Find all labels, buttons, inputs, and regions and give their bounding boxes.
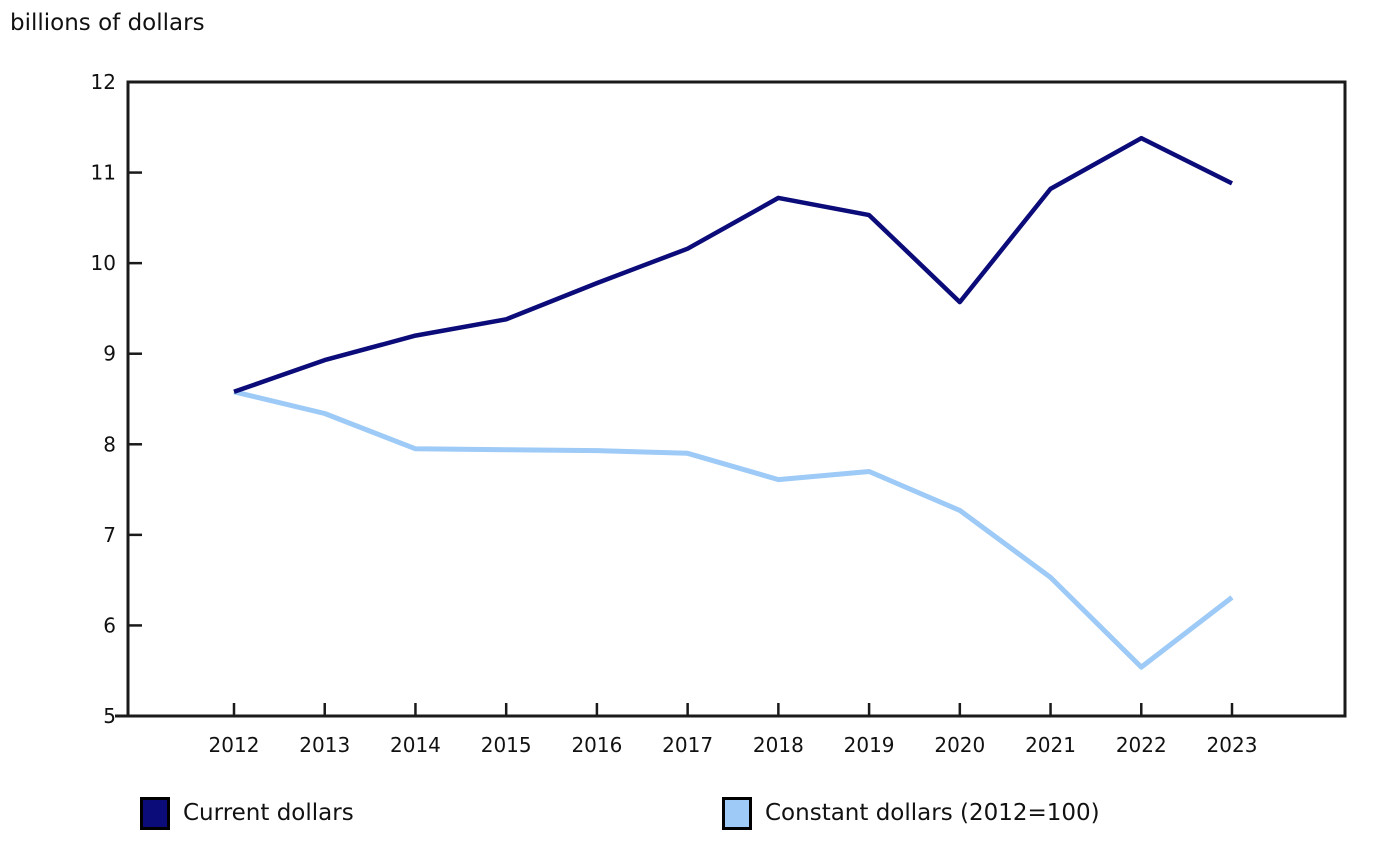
series-line-constant-dollars-2012-100 (233, 389, 1234, 670)
plot-border (126, 80, 1347, 718)
series-line-current-dollars (233, 135, 1234, 394)
y-tick-label: 10 (91, 251, 116, 275)
x-tick-label: 2013 (299, 733, 350, 757)
legend-swatch-constant-dollars-icon (722, 796, 752, 830)
y-tick-label: 8 (103, 432, 116, 456)
legend-label-current-dollars: Current dollars (183, 800, 354, 826)
x-tick-label: 2023 (1207, 733, 1258, 757)
legend-swatch-current-dollars-icon (140, 796, 170, 830)
legend-item-current-dollars: Current dollars (140, 796, 354, 830)
y-tick-label: 11 (91, 161, 116, 185)
x-tick-label: 2012 (209, 733, 260, 757)
x-tick-label: 2021 (1025, 733, 1076, 757)
x-tick-label: 2014 (390, 733, 441, 757)
x-tick-label: 2016 (571, 733, 622, 757)
legend-item-constant-dollars: Constant dollars (2012=100) (722, 796, 1100, 830)
x-tick-label: 2020 (934, 733, 985, 757)
legend-label-constant-dollars: Constant dollars (2012=100) (765, 800, 1100, 826)
x-tick-label: 2019 (844, 733, 895, 757)
y-tick-label: 9 (103, 342, 116, 366)
x-tick-label: 2017 (662, 733, 713, 757)
y-tick-label: 7 (103, 523, 116, 547)
x-tick-label: 2018 (753, 733, 804, 757)
x-tick-label: 2022 (1116, 733, 1167, 757)
y-tick-label: 12 (91, 70, 116, 94)
y-tick-label: 5 (103, 704, 116, 728)
y-tick-label: 6 (103, 613, 116, 637)
x-tick-label: 2015 (481, 733, 532, 757)
y-axis-unit-label: billions of dollars (10, 10, 205, 36)
